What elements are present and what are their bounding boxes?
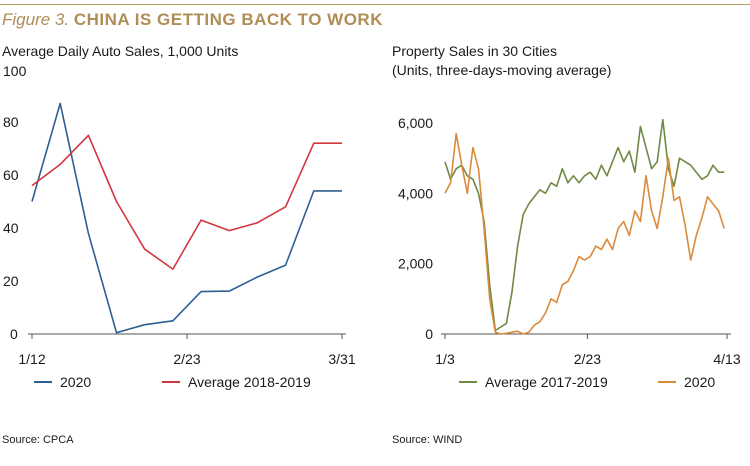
left-chart-subtitle: Average Daily Auto Sales, 1,000 Units [2, 43, 239, 59]
top-rule [0, 4, 750, 5]
figure-number: Figure 3. [2, 10, 70, 29]
right-chart-subtitle-line2: (Units, three-days-moving average) [392, 62, 612, 78]
property-series-line-2 [444, 132, 725, 335]
property-y-tick-label: 2,000 [398, 256, 433, 272]
auto-x-tick-label: 1/12 [18, 351, 45, 367]
right-chart-subtitle-line1: Property Sales in 30 Cities [392, 43, 557, 59]
property-y-tick-label: 6,000 [398, 115, 433, 131]
property-y-tick-label: 0 [425, 326, 433, 342]
property-legend-label-1: Average 2017-2019 [485, 374, 608, 390]
property-y-tick-label: 4,000 [398, 185, 433, 201]
auto-x-tick-label: 2/23 [173, 351, 200, 367]
left-source: Source: CPCA [2, 434, 74, 446]
right-source: Source: WIND [392, 434, 463, 446]
auto-legend-label-1: 2020 [60, 374, 91, 390]
property-x-tick-label: 4/13 [713, 351, 740, 367]
property-x-tick-label: 2/23 [574, 351, 601, 367]
right-chart-subtitle: Property Sales in 30 Cities (Units, thre… [392, 42, 611, 80]
auto-y-tick-label: 80 [3, 114, 19, 130]
auto-sales-chart: 0 20 40 60 80 100 1/12 2/23 3/31 2020 Average 2018… [3, 63, 356, 390]
auto-y-tick-label: 40 [3, 220, 19, 236]
auto-series-line-2 [31, 134, 342, 270]
auto-x-tick-label: 3/31 [328, 351, 355, 367]
property-series-line-1 [444, 118, 725, 332]
property-x-tick-label: 1/3 [435, 351, 455, 367]
auto-y-tick-label: 100 [3, 63, 27, 79]
figure-title: Figure 3. CHINA IS GETTING BACK TO WORK [2, 10, 383, 30]
figure-heading: CHINA IS GETTING BACK TO WORK [73, 10, 383, 29]
auto-y-tick-label: 0 [10, 326, 18, 342]
auto-y-tick-label: 60 [3, 167, 19, 183]
auto-y-tick-label: 20 [3, 273, 19, 289]
auto-series-line-1 [31, 102, 342, 334]
property-sales-chart: 0 2,000 4,000 6,000 1/3 2/23 4/13 Average 2017-… [398, 115, 741, 390]
property-legend-label-2: 2020 [684, 374, 715, 390]
auto-legend-label-2: Average 2018-2019 [188, 374, 311, 390]
